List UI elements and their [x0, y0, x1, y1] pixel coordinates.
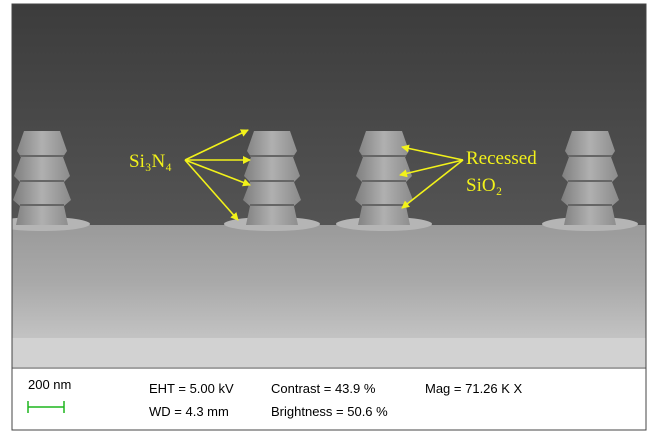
background	[12, 4, 646, 234]
image	[0, 4, 646, 367]
scale-label: 200 nm	[28, 377, 71, 392]
info-text: WD = 4.3 mm	[149, 404, 229, 419]
substrate-edge	[12, 338, 646, 367]
annotation: Si₃N₄	[129, 151, 172, 172]
info-text: Mag = 71.26 K X	[425, 381, 523, 396]
info-text: EHT = 5.00 kV	[149, 381, 234, 396]
substrate	[12, 225, 646, 340]
info-text: Brightness = 50.6 %	[271, 404, 388, 419]
sem-micrograph: Si₃N₄ Recessed SiO₂ 200 nm EHT = 5.00 kV…	[0, 0, 657, 434]
info-text: Contrast = 43.9 %	[271, 381, 376, 396]
info-bar	[12, 368, 646, 430]
annotation: Recessed	[466, 148, 537, 169]
annotation: SiO₂	[466, 175, 502, 196]
